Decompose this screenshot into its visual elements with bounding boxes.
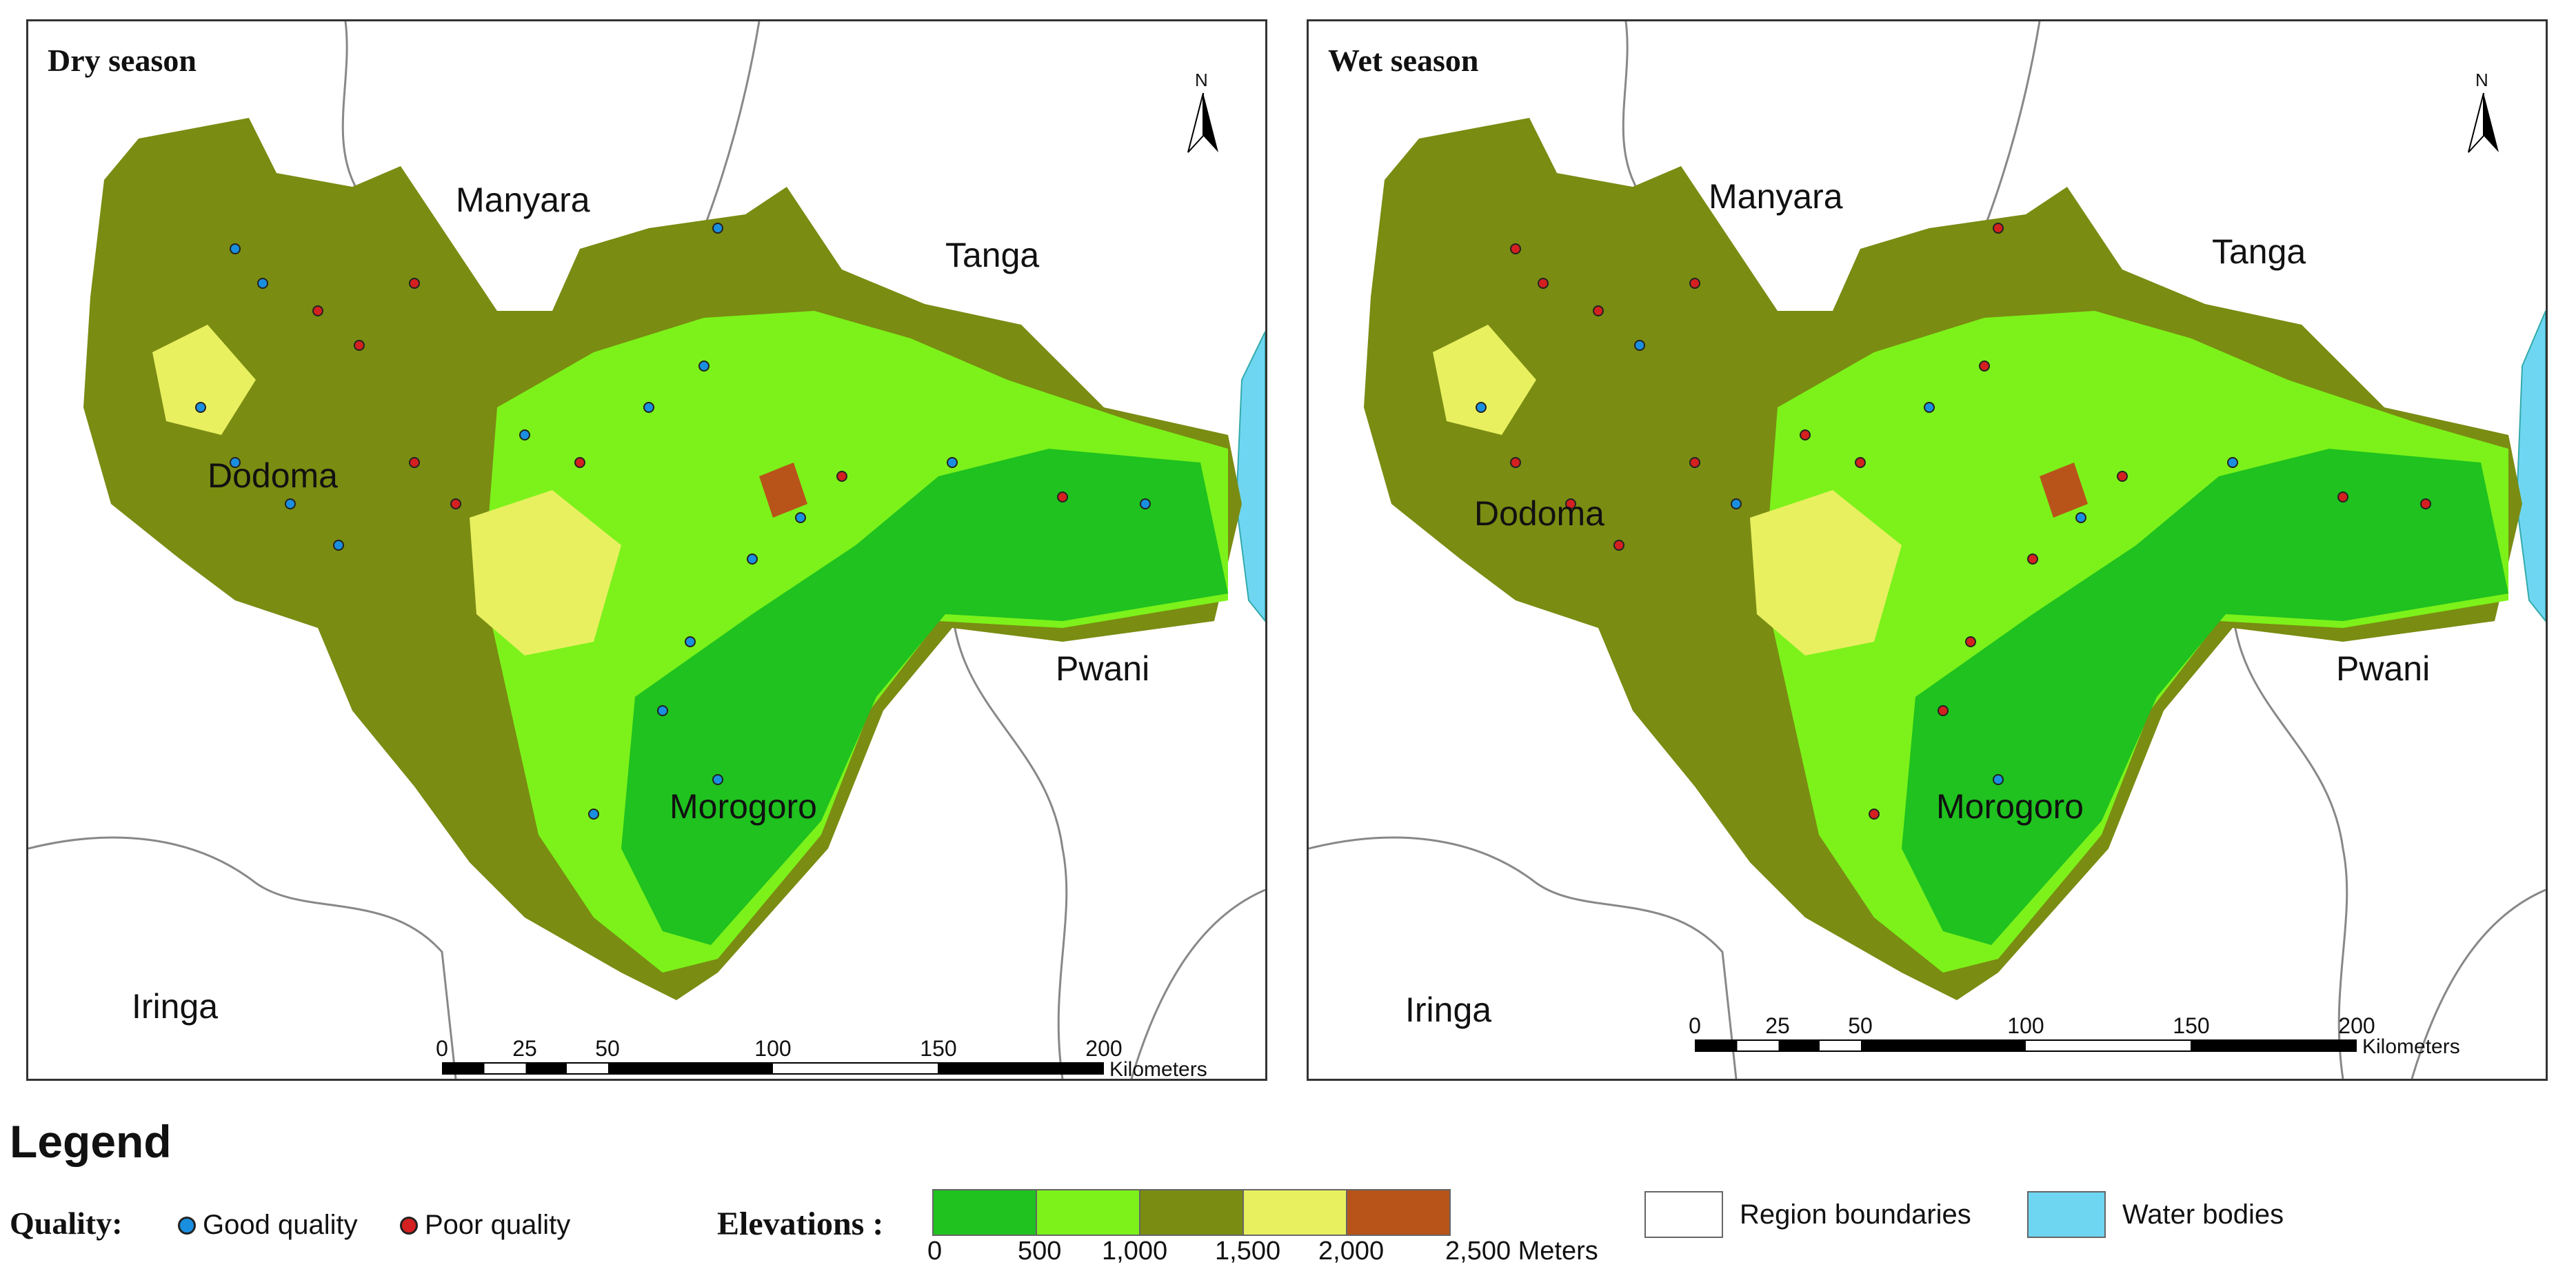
poor-quality-dot-icon [400,1216,418,1235]
elevation-tick: 2,500 Meters [1445,1237,1598,1266]
scale-bar-graphic [1695,1039,2357,1052]
region-label-pwani: Pwani [1056,649,1150,688]
wet-season-map [1309,21,2546,1079]
good-quality-dot-icon [178,1216,196,1235]
scale-bar: 0 25 50 100 150 200 Kilometers [1689,1013,2460,1058]
scale-tick: 50 [595,1036,620,1061]
scale-tick: 100 [2007,1013,2044,1038]
elevation-tick: 0 [927,1237,943,1266]
scale-unit: Kilometers [2362,1035,2460,1058]
region-label-tanga: Tanga [2212,232,2306,271]
quality-label: Quality: [10,1206,123,1241]
elevation-swatch [934,1190,1037,1235]
scale-tick: 200 [1085,1036,1123,1061]
north-arrow-label: N [2475,70,2488,90]
elevation-swatch [1347,1190,1449,1235]
legend-water-bodies: Water bodies [2027,1191,2284,1238]
elevation-tick: 1,500 [1215,1237,1281,1266]
elevation-swatch [1037,1190,1140,1235]
season-title: Wet season [1328,43,1479,78]
region-label-iringa: Iringa [132,987,219,1026]
elevation-tick: 2,000 [1318,1237,1385,1266]
elevation-swatch [1140,1190,1244,1235]
north-arrow: N [1183,70,1224,159]
scale-tick: 25 [512,1036,537,1061]
water-body-swatch [2027,1191,2106,1238]
region-label-pwani: Pwani [2336,649,2431,688]
north-arrow: N [2463,70,2504,159]
season-title: Dry season [48,43,197,78]
scale-tick: 25 [1765,1013,1790,1038]
north-arrow-icon [2468,92,2499,153]
region-boundaries [1309,21,2546,1079]
legend-region-boundaries: Region boundaries [1644,1191,1971,1238]
region-label-morogoro: Morogoro [670,787,817,826]
basin-elevation [1364,118,2522,1000]
water-body [2515,310,2546,622]
elevation-tick: 500 [1018,1237,1062,1266]
wet-season-map-panel: Wet season Manyara Tanga Dodoma Pwani Mo… [1307,19,2548,1081]
scale-tick: 50 [1848,1013,1873,1038]
north-arrow-label: N [1195,70,1208,90]
scale-tick: 150 [2173,1013,2210,1038]
region-label-manyara: Manyara [456,181,590,219]
region-label-manyara: Manyara [1709,177,1843,216]
region-label-morogoro: Morogoro [1936,787,2084,826]
scale-tick: 0 [436,1036,448,1061]
scale-unit: Kilometers [1109,1058,1207,1081]
legend-good-quality: Good quality [178,1210,358,1241]
scale-tick: 0 [1689,1013,1701,1038]
sample-points [1476,223,2431,820]
elevation-swatch [1244,1190,1347,1235]
region-boundary-swatch [1644,1191,1723,1238]
good-quality-label: Good quality [203,1210,358,1240]
basin-elevation [83,118,1242,1000]
region-label-tanga: Tanga [945,236,1040,274]
elevation-tick: 1,000 [1102,1237,1168,1266]
dry-season-map-panel: Dry season Manyara Tanga Dodoma Pwani Mo… [26,19,1267,1081]
scale-bar-graphic [442,1062,1104,1075]
scale-tick: 150 [920,1036,957,1061]
elevation-color-ramp [932,1189,1451,1236]
poor-quality-label: Poor quality [425,1210,571,1240]
water-body [1235,331,1265,622]
region-boundaries-label: Region boundaries [1740,1199,1971,1230]
water-bodies-label: Water bodies [2122,1199,2284,1230]
scale-bar: 0 25 50 100 150 200 Kilometers [436,1036,1207,1079]
region-label-iringa: Iringa [1405,991,1492,1029]
legend-title: Legend [10,1116,172,1167]
scale-tick: 100 [754,1036,792,1061]
scale-tick: 200 [2338,1013,2375,1038]
region-label-dodoma: Dodoma [1474,494,1604,533]
dry-season-map [28,21,1265,1079]
legend-poor-quality: Poor quality [400,1210,570,1241]
sample-points [195,223,1151,820]
north-arrow-icon [1187,92,1218,153]
elevations-label: Elevations : [717,1206,884,1242]
region-label-dodoma: Dodoma [208,456,338,495]
